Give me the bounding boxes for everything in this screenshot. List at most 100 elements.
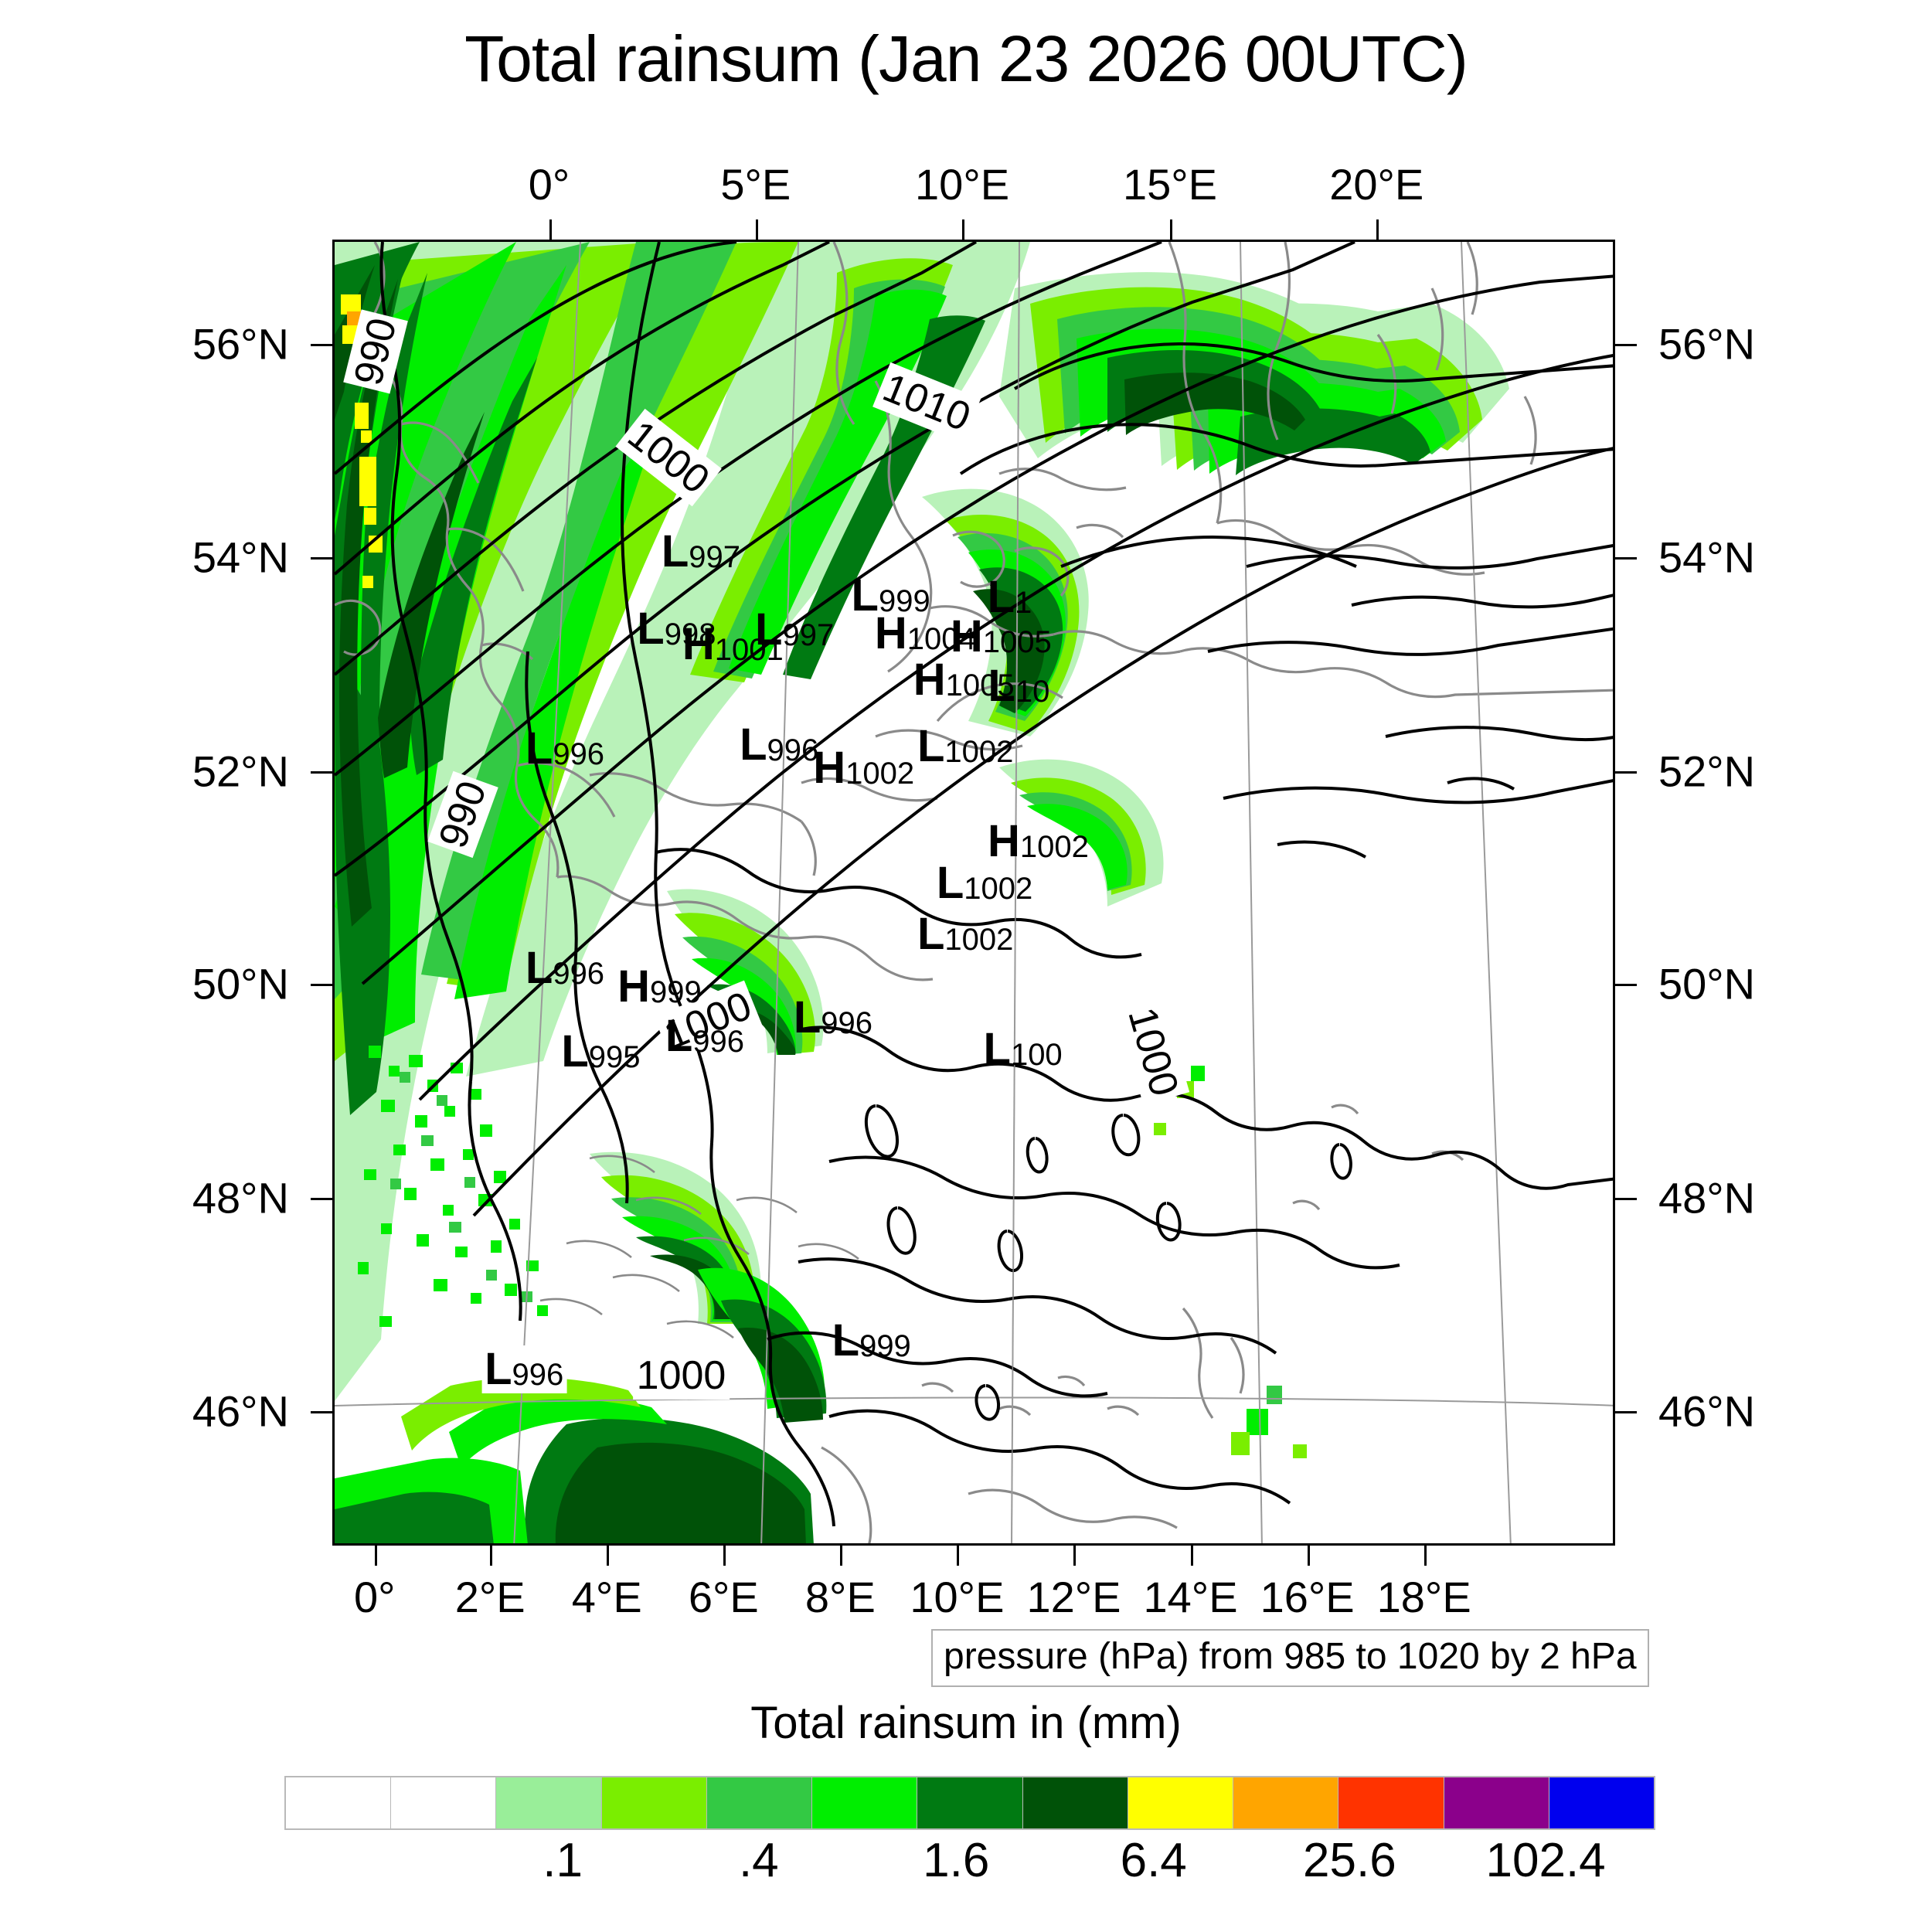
axis-label-left-2: 52°N (192, 747, 289, 796)
pressure-center-l-10-9: L10 (988, 663, 1049, 709)
pressure-center-type: H (950, 611, 983, 662)
pressure-center-l-996-18: L996 (665, 1010, 745, 1061)
contour-label-1000-6: 1000 (632, 1352, 730, 1400)
pressure-center-type: L (917, 909, 945, 960)
axis-label-bottom-4: 8°E (804, 1573, 876, 1621)
tick-mark (549, 219, 552, 240)
pressure-center-l-1002-16: L1002 (917, 912, 1013, 957)
pressure-center-value: 997 (782, 618, 835, 653)
map-frame (332, 240, 1615, 1546)
pressure-center-h-1005-7: H1005 (951, 614, 1052, 659)
pressure-center-l-999-23: L999 (832, 1318, 911, 1363)
colorbar-tick-labels: .1 .4 1.6 6.4 25.6 102.4 (284, 1833, 1655, 1887)
pressure-center-type: L (740, 719, 767, 770)
pressure-center-l-996-19: L996 (794, 995, 872, 1040)
axis-label-bottom-0: 0° (353, 1573, 396, 1621)
pressure-center-type: L (983, 1023, 1011, 1074)
tick-mark (490, 1546, 493, 1566)
pressure-center-type: L (665, 1010, 693, 1061)
colorbar-swatch-7 (1022, 1777, 1128, 1828)
pressure-center-l-997-3: L997 (755, 607, 834, 652)
pressure-center-type: H (987, 816, 1020, 867)
tick-mark (311, 1410, 332, 1413)
pressure-center-l-1002-21: L1002 (937, 861, 1032, 906)
colorbar-swatch-11 (1444, 1777, 1549, 1828)
tick-mark (962, 219, 965, 240)
pressure-center-type: L (755, 604, 783, 655)
precip-patch-se (1154, 1066, 1307, 1458)
pressure-center-value: 996 (512, 1357, 564, 1392)
colorbar-tick-0: .1 (543, 1834, 583, 1887)
tick-mark (1169, 219, 1172, 240)
axis-label-bottom-6: 12°E (1026, 1573, 1121, 1621)
colorbar-swatch-12 (1549, 1777, 1655, 1828)
pressure-center-h-1001-2: H1001 (682, 618, 784, 669)
map-graphic (335, 242, 1613, 1543)
tick-mark (1307, 1546, 1310, 1566)
tick-mark (311, 344, 332, 347)
tick-mark (1376, 219, 1379, 240)
colorbar-tick-2: 1.6 (923, 1834, 990, 1887)
pressure-center-l-996-22: L996 (481, 1345, 567, 1393)
colorbar-swatch-2 (496, 1777, 602, 1828)
colorbar-swatch-6 (917, 1777, 1023, 1828)
axis-label-right-5: 46°N (1658, 1386, 1756, 1436)
pressure-center-type: L (525, 723, 553, 774)
pressure-center-l-999-4: L999 (852, 573, 930, 618)
pressure-center-l-1002-13: L1002 (917, 723, 1013, 769)
tick-mark (607, 1546, 610, 1566)
colorbar-tick-5: 102.4 (1485, 1834, 1606, 1887)
pressure-center-type: H (874, 608, 907, 659)
colorbar-swatch-10 (1338, 1777, 1444, 1828)
axis-label-right-1: 54°N (1658, 532, 1756, 582)
pressure-center-l-1-6: L1 (988, 575, 1032, 620)
axis-label-top-0: 0° (528, 160, 570, 209)
pressure-center-value: 999 (650, 975, 702, 1009)
pressure-center-h-999-15: H999 (617, 964, 702, 1009)
pressure-center-type: H (813, 743, 846, 794)
pressure-center-value: 996 (692, 1024, 745, 1059)
pressure-center-type: H (682, 618, 715, 669)
tick-mark (840, 1546, 843, 1566)
tick-mark (1073, 1546, 1077, 1566)
axis-label-left-0: 56°N (192, 319, 289, 369)
pressure-center-value: 998 (664, 617, 716, 651)
pressure-center-value: 1 (1015, 586, 1032, 621)
axis-label-left-4: 48°N (192, 1173, 289, 1223)
pressure-center-value: 996 (821, 1006, 873, 1041)
pressure-center-type: H (617, 961, 651, 1012)
axis-label-right-2: 52°N (1658, 747, 1756, 796)
colorbar[interactable] (284, 1776, 1655, 1830)
pressure-center-value: 995 (588, 1040, 641, 1075)
axis-label-bottom-2: 4°E (571, 1573, 642, 1621)
pressure-center-value: 1004 (906, 622, 976, 657)
axis-label-bottom-8: 16°E (1260, 1573, 1355, 1621)
axis-label-top-1: 5°E (720, 160, 791, 209)
pressure-center-value: 1005 (982, 624, 1052, 659)
tick-mark (957, 1546, 960, 1566)
pressure-center-value: 1002 (845, 757, 915, 791)
pressure-center-type: L (851, 570, 879, 621)
tick-mark (311, 984, 332, 987)
tick-mark (1423, 1546, 1427, 1566)
tick-mark (311, 770, 332, 774)
axis-label-bottom-3: 6°E (688, 1573, 759, 1621)
graticule-overlay (1011, 242, 1020, 1543)
pressure-center-l-995-17: L995 (561, 1029, 640, 1074)
colorbar-swatch-4 (706, 1777, 813, 1828)
pressure-center-value: 1002 (944, 923, 1014, 957)
pressure-center-type: L (661, 526, 689, 577)
pressure-center-l-996-14: L996 (526, 946, 604, 991)
tick-mark (1615, 770, 1637, 774)
pressure-center-l-996-10: L996 (526, 726, 604, 771)
pressure-center-value: 1001 (714, 632, 784, 667)
map-panel: 0° 5°E 10°E 15°E 20°E 0° 2°E 4°E 6°E 8°E 10°E 12°E… (192, 160, 1755, 1621)
tick-mark (755, 219, 758, 240)
pressure-center-value: 996 (767, 733, 819, 768)
pressure-center-type: H (913, 654, 946, 705)
tick-mark (723, 1546, 726, 1566)
colorbar-title: Total rainsum in (mm) (750, 1698, 1182, 1748)
axis-label-bottom-5: 10°E (910, 1573, 1005, 1621)
pressure-center-type: L (832, 1315, 860, 1366)
